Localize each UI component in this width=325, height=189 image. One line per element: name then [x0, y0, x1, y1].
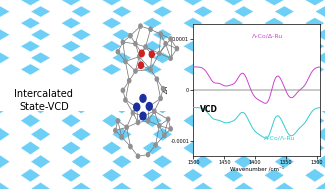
Circle shape	[136, 154, 140, 158]
Circle shape	[131, 111, 135, 115]
Text: Λ-Co/Λ-Ru: Λ-Co/Λ-Ru	[264, 136, 296, 141]
Circle shape	[155, 77, 159, 81]
Circle shape	[139, 50, 144, 57]
Circle shape	[120, 135, 123, 139]
Circle shape	[169, 127, 172, 131]
Circle shape	[163, 133, 166, 137]
Circle shape	[121, 40, 124, 44]
Circle shape	[137, 54, 141, 59]
Text: Intercalated
State-VCD: Intercalated State-VCD	[14, 89, 73, 112]
Text: VCD: VCD	[200, 105, 217, 114]
Y-axis label: ΔA: ΔA	[164, 86, 169, 94]
Circle shape	[149, 67, 152, 72]
Circle shape	[140, 112, 146, 120]
Circle shape	[162, 87, 165, 91]
Circle shape	[158, 51, 161, 56]
Circle shape	[164, 42, 167, 46]
Circle shape	[146, 153, 150, 157]
Circle shape	[146, 103, 152, 110]
Circle shape	[134, 42, 137, 46]
Bar	[0, 75, 325, 111]
Circle shape	[116, 119, 120, 123]
Circle shape	[134, 69, 137, 73]
Circle shape	[169, 37, 172, 41]
Circle shape	[153, 109, 156, 113]
Circle shape	[175, 46, 178, 51]
Circle shape	[138, 62, 144, 68]
Circle shape	[154, 143, 157, 147]
Circle shape	[166, 117, 170, 121]
Circle shape	[129, 144, 132, 149]
Circle shape	[158, 124, 161, 128]
Circle shape	[159, 96, 162, 101]
Circle shape	[149, 51, 154, 58]
Circle shape	[127, 79, 131, 83]
Circle shape	[159, 32, 162, 36]
Circle shape	[124, 98, 127, 102]
Circle shape	[116, 50, 120, 54]
Text: Λ-Co/Δ-Ru: Λ-Co/Δ-Ru	[252, 34, 283, 39]
Circle shape	[149, 27, 152, 31]
Circle shape	[124, 59, 127, 64]
Circle shape	[129, 34, 132, 38]
Circle shape	[146, 119, 150, 123]
X-axis label: Wavenumber /cm⁻¹: Wavenumber /cm⁻¹	[230, 167, 284, 172]
Circle shape	[121, 88, 124, 92]
Circle shape	[139, 24, 142, 28]
Circle shape	[144, 45, 147, 49]
Circle shape	[134, 103, 140, 111]
Circle shape	[114, 128, 117, 133]
Circle shape	[169, 56, 172, 60]
Circle shape	[136, 120, 140, 125]
Circle shape	[125, 125, 128, 129]
Circle shape	[140, 94, 146, 102]
